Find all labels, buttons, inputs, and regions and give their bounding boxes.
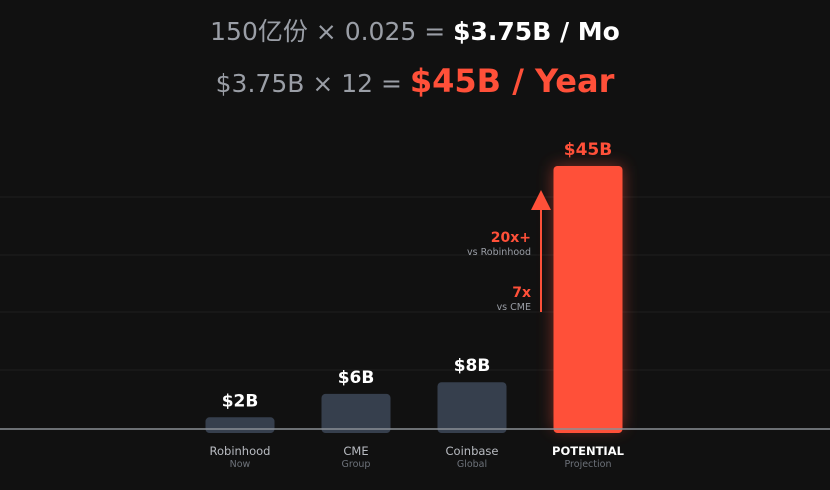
- annotation-sublabel: vs Robinhood: [467, 247, 531, 258]
- category-label: CME: [343, 444, 368, 458]
- bar-coinbase: [437, 382, 507, 433]
- annotation-sublabel: vs CME: [497, 302, 531, 313]
- monthly-formula-prefix: 150亿份 × 0.025 =: [210, 17, 454, 46]
- value-label: $2B: [222, 391, 259, 411]
- bar-potential: [553, 166, 623, 433]
- category-sublabel: Now: [230, 459, 251, 470]
- category-label: POTENTIAL: [552, 444, 625, 458]
- yearly-formula-prefix: $3.75B × 12 =: [215, 69, 410, 98]
- annotation-label: 20x+: [491, 230, 531, 246]
- category-sublabel: Projection: [565, 459, 612, 470]
- category-sublabel: Global: [457, 459, 487, 470]
- value-label: $6B: [338, 368, 375, 388]
- bar-cme: [321, 393, 391, 433]
- monthly-result: $3.75B / Mo: [453, 17, 620, 46]
- annotation-label: 7x: [512, 285, 531, 301]
- category-label: Robinhood: [210, 444, 271, 458]
- bar-robinhood: [205, 417, 275, 433]
- yearly-result: $45B / Year: [409, 62, 615, 100]
- category-label: Coinbase: [446, 444, 499, 458]
- yearly-formula: $3.75B × 12 = $45B / Year: [0, 62, 830, 100]
- category-sublabel: Group: [342, 459, 371, 470]
- value-label: $45B: [564, 140, 612, 160]
- value-label: $8B: [454, 356, 491, 376]
- monthly-formula: 150亿份 × 0.025 = $3.75B / Mo: [0, 12, 830, 48]
